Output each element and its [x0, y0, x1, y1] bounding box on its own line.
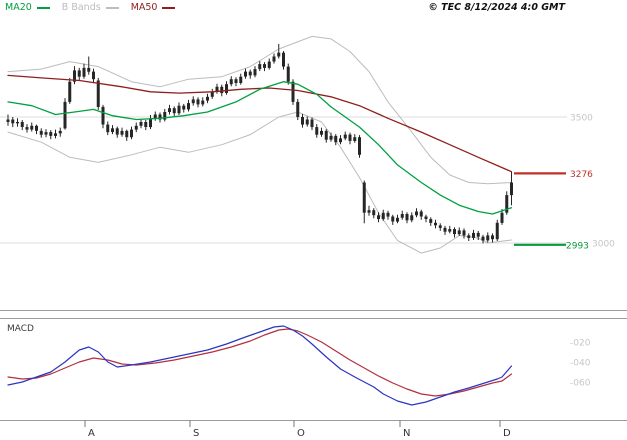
macd-panel-label: MACD [7, 324, 34, 334]
macd-line [7, 325, 513, 406]
x-axis-label: D [503, 428, 511, 439]
legend-item-ma50: MA50 [131, 3, 176, 13]
macd-axis-label: -060 [570, 379, 591, 389]
legend-swatch [162, 6, 176, 9]
ma50-line [7, 74, 513, 173]
bollinger-lower-line [7, 111, 512, 254]
legend-swatch [105, 6, 119, 9]
level-label-3276: 3276 [570, 170, 593, 180]
legend-label: MA50 [130, 2, 158, 13]
macd-axis-label: -020 [570, 339, 591, 349]
price-axis-label: 3500 [570, 114, 593, 124]
chart-timestamp: © TEC 8/12/2024 4:0 GMT [428, 2, 565, 13]
bollinger-upper-line [7, 35, 512, 185]
ma20-line [7, 81, 513, 215]
x-axis [84, 420, 501, 427]
x-axis-label: S [193, 428, 199, 439]
chart-legend: MA20 B Bands MA50 [5, 3, 176, 13]
macd-axis-label: -040 [570, 359, 591, 369]
legend-item-b-bands: B Bands [62, 3, 119, 13]
x-axis-label: A [88, 428, 95, 439]
x-axis-label: O [297, 428, 305, 439]
legend-label: MA20 [5, 2, 32, 13]
macd-signal-line [7, 328, 513, 397]
price-gridlines [0, 116, 567, 244]
legend-item-ma20: MA20 [5, 3, 50, 13]
legend-swatch [36, 6, 50, 9]
level-label-2993: 2993 [566, 241, 589, 251]
candlestick-series [6, 43, 513, 244]
legend-label: B Bands [61, 2, 101, 13]
price-axis-label: 3000 [592, 240, 615, 250]
x-axis-label: N [403, 428, 410, 439]
